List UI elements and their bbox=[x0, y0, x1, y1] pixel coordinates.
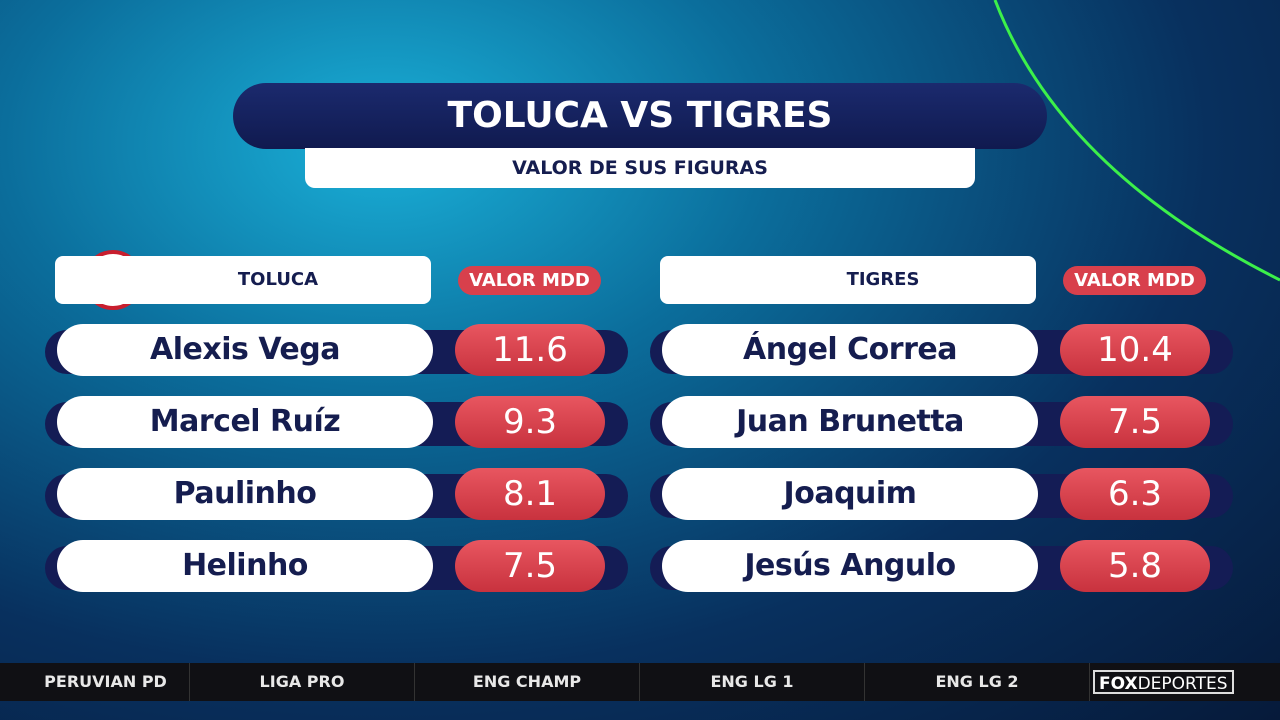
player-name: Marcel Ruíz bbox=[57, 396, 433, 448]
logo-brand: FOX bbox=[1099, 674, 1138, 694]
player-value: 5.8 bbox=[1060, 540, 1210, 592]
player-name: Ángel Correa bbox=[662, 324, 1038, 376]
ticker-item: LIGA PRO bbox=[190, 663, 415, 701]
player-value: 7.5 bbox=[1060, 396, 1210, 448]
player-name: Juan Brunetta bbox=[662, 396, 1038, 448]
ticker-bar bbox=[0, 663, 1280, 701]
logo: FOXDEPORTES bbox=[1093, 670, 1234, 694]
subtitle: VALOR DE SUS FIGURAS bbox=[305, 148, 975, 188]
team-name: TIGRES bbox=[660, 256, 1036, 304]
player-value: 10.4 bbox=[1060, 324, 1210, 376]
team-name: TOLUCA bbox=[55, 256, 431, 304]
ticker-item: ENG LG 1 bbox=[640, 663, 865, 701]
title: TOLUCA VS TIGRES bbox=[233, 83, 1047, 149]
player-value: 9.3 bbox=[455, 396, 605, 448]
ticker-item: PERUVIAN PD bbox=[22, 663, 190, 701]
ticker-item: ENG LG 2 bbox=[865, 663, 1090, 701]
player-name: Helinho bbox=[57, 540, 433, 592]
player-value: 11.6 bbox=[455, 324, 605, 376]
logo-sub: DEPORTES bbox=[1137, 674, 1228, 694]
value-header: VALOR MDD bbox=[1063, 266, 1206, 295]
player-value: 6.3 bbox=[1060, 468, 1210, 520]
player-value: 7.5 bbox=[455, 540, 605, 592]
value-header: VALOR MDD bbox=[458, 266, 601, 295]
player-name: Jesús Angulo bbox=[662, 540, 1038, 592]
ticker-item: ENG CHAMP bbox=[415, 663, 640, 701]
player-value: 8.1 bbox=[455, 468, 605, 520]
player-name: Paulinho bbox=[57, 468, 433, 520]
player-name: Joaquim bbox=[662, 468, 1038, 520]
player-name: Alexis Vega bbox=[57, 324, 433, 376]
